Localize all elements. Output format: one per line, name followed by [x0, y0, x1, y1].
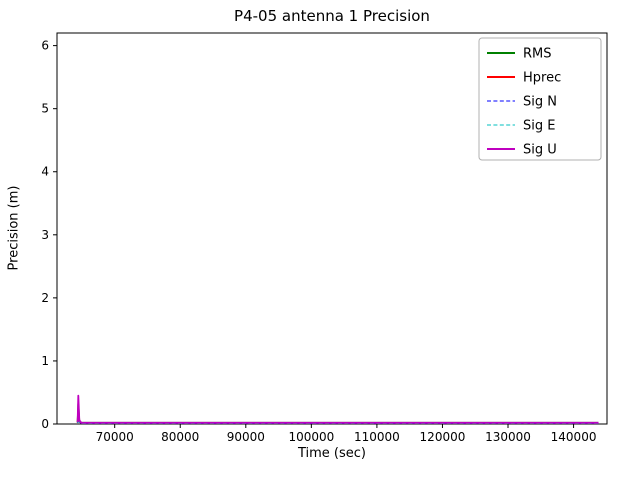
y-tick-label: 6	[41, 39, 49, 53]
legend-label-hprec: Hprec	[523, 71, 561, 86]
y-tick-label: 0	[41, 417, 49, 431]
legend-box	[478, 37, 602, 161]
chart-title: P4-05 antenna 1 Precision	[234, 7, 430, 25]
legend-label-sig-u: Sig U	[523, 143, 557, 158]
series-line-sig-n	[77, 412, 599, 424]
x-tick-label: 80000	[161, 430, 199, 444]
x-tick-label: 140000	[551, 430, 597, 444]
y-tick-label: 5	[41, 102, 49, 116]
y-tick-label: 2	[41, 291, 49, 305]
x-tick-label: 90000	[227, 430, 265, 444]
y-tick-label: 4	[41, 165, 49, 179]
legend-label-sig-n: Sig N	[523, 95, 557, 110]
series-line-hprec	[76, 407, 599, 424]
y-tick-label: 1	[41, 354, 49, 368]
series-line-sig-e	[77, 414, 599, 424]
x-tick-label: 70000	[96, 430, 134, 444]
axes-frame	[56, 32, 608, 425]
y-tick-label: 3	[41, 228, 49, 242]
legend-label-rms: RMS	[523, 47, 552, 62]
series-line-sig-u	[76, 394, 599, 424]
x-tick-label: 130000	[485, 430, 531, 444]
legend-label-sig-e: Sig E	[523, 119, 555, 134]
x-tick-label: 110000	[354, 430, 400, 444]
x-tick-label: 120000	[420, 430, 466, 444]
series-line-rms	[76, 402, 599, 424]
x-tick-label: 100000	[288, 430, 334, 444]
x-axis-label: Time (sec)	[297, 446, 366, 461]
